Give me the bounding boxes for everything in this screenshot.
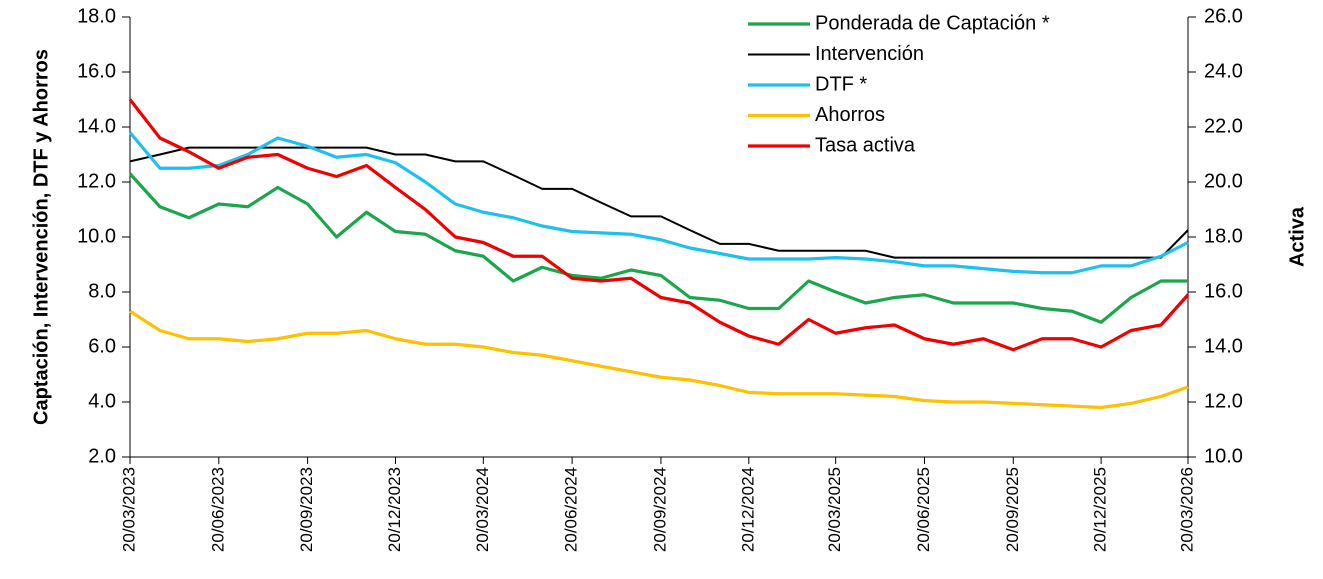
y2-tick-label: 22.0 bbox=[1204, 115, 1243, 137]
legend-label: Intervención bbox=[815, 43, 924, 65]
x-tick-label: 20/03/2024 bbox=[473, 467, 492, 552]
x-tick-label: 20/12/2023 bbox=[385, 467, 404, 552]
y-tick-label: 18.0 bbox=[77, 5, 116, 27]
y2-axis-title: Activa bbox=[1286, 206, 1308, 267]
y2-tick-label: 10.0 bbox=[1204, 445, 1243, 467]
x-tick-label: 20/03/2023 bbox=[119, 467, 138, 552]
y-tick-label: 6.0 bbox=[88, 335, 116, 357]
series-line bbox=[129, 146, 1189, 259]
y2-tick-label: 24.0 bbox=[1204, 60, 1243, 82]
series-line bbox=[129, 309, 1189, 410]
y2-tick-label: 26.0 bbox=[1204, 5, 1243, 27]
x-tick-label: 20/03/2026 bbox=[1177, 467, 1196, 552]
y-tick-label: 14.0 bbox=[77, 115, 116, 137]
legend-label: Ahorros bbox=[815, 104, 885, 126]
x-tick-label: 20/06/2023 bbox=[208, 467, 227, 552]
legend-label: Tasa activa bbox=[815, 134, 916, 156]
series-line bbox=[128, 131, 1189, 275]
y-tick-label: 8.0 bbox=[88, 280, 116, 302]
y-tick-label: 4.0 bbox=[88, 390, 116, 412]
x-tick-label: 20/06/2025 bbox=[914, 467, 933, 552]
x-tick-label: 20/09/2024 bbox=[650, 467, 669, 552]
y-tick-label: 16.0 bbox=[77, 60, 116, 82]
y-axis-title: Captación, Intervención, DTF y Ahorros bbox=[30, 49, 52, 425]
legend-label: DTF * bbox=[815, 73, 867, 95]
x-tick-label: 20/09/2025 bbox=[1003, 467, 1022, 552]
y2-tick-label: 12.0 bbox=[1204, 390, 1243, 412]
y-tick-label: 2.0 bbox=[88, 445, 116, 467]
x-tick-label: 20/09/2023 bbox=[297, 467, 316, 552]
x-tick-label: 20/12/2024 bbox=[738, 467, 757, 552]
y-tick-label: 10.0 bbox=[77, 225, 116, 247]
legend-label: Ponderada de Captación * bbox=[815, 12, 1050, 34]
y2-tick-label: 20.0 bbox=[1204, 170, 1243, 192]
series-line bbox=[128, 98, 1190, 352]
y2-tick-label: 18.0 bbox=[1204, 225, 1243, 247]
x-tick-label: 20/12/2025 bbox=[1091, 467, 1110, 552]
series-line bbox=[128, 172, 1188, 324]
y2-tick-label: 14.0 bbox=[1204, 335, 1243, 357]
y-tick-label: 12.0 bbox=[77, 170, 116, 192]
x-tick-label: 20/06/2024 bbox=[562, 467, 581, 552]
x-tick-label: 20/03/2025 bbox=[825, 467, 844, 552]
y2-tick-label: 16.0 bbox=[1204, 280, 1243, 302]
